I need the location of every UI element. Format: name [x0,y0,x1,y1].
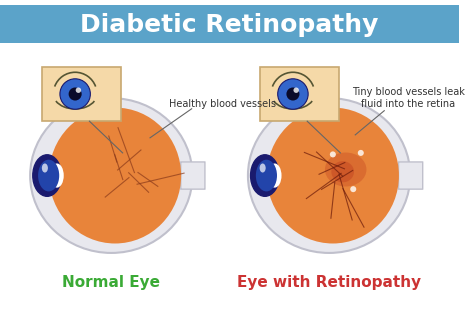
Ellipse shape [267,108,399,244]
Circle shape [293,87,299,93]
Ellipse shape [251,155,279,196]
Text: Normal Eye: Normal Eye [62,274,160,290]
FancyBboxPatch shape [181,162,205,189]
Circle shape [60,79,91,109]
Ellipse shape [268,164,282,188]
Circle shape [350,186,356,192]
Circle shape [278,79,308,109]
Ellipse shape [38,160,59,191]
Ellipse shape [248,98,410,253]
Ellipse shape [256,160,277,191]
Circle shape [69,87,82,100]
Ellipse shape [325,153,366,187]
Ellipse shape [260,164,265,173]
Circle shape [286,87,300,100]
Ellipse shape [331,161,354,182]
Ellipse shape [33,155,62,196]
FancyBboxPatch shape [260,67,339,121]
Text: Eye with Retinopathy: Eye with Retinopathy [237,274,421,290]
Text: Healthy blood vessels: Healthy blood vessels [169,99,276,109]
Circle shape [76,87,81,93]
FancyBboxPatch shape [399,162,423,189]
Circle shape [330,151,336,157]
Ellipse shape [50,164,64,188]
Text: Tiny blood vessels leak
fluid into the retina: Tiny blood vessels leak fluid into the r… [352,87,465,109]
Circle shape [358,150,364,156]
FancyBboxPatch shape [0,5,459,43]
Ellipse shape [42,164,48,173]
Ellipse shape [30,98,192,253]
Text: Diabetic Retinopathy: Diabetic Retinopathy [80,13,379,37]
FancyBboxPatch shape [42,67,121,121]
Ellipse shape [49,108,181,244]
